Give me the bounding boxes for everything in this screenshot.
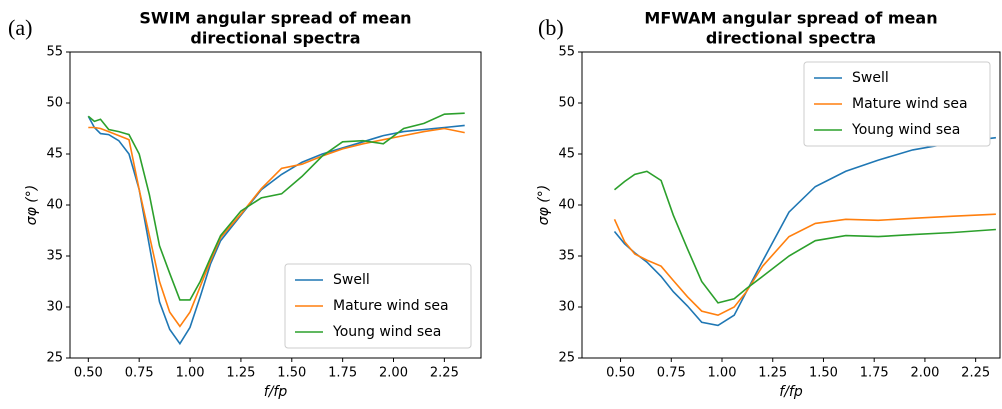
- x-axis-label: f/fp: [264, 384, 288, 400]
- y-tick-label: 35: [46, 249, 63, 264]
- series-line: [87, 112, 465, 301]
- x-tick-label: 0.50: [606, 366, 635, 381]
- legend-label: Mature wind sea: [852, 96, 968, 112]
- panel-label: (a): [8, 15, 32, 40]
- x-tick-label: 1.75: [328, 366, 357, 381]
- y-axis-label: σφ (°): [24, 185, 40, 225]
- x-tick-label: 1.25: [758, 366, 787, 381]
- y-tick-label: 55: [558, 45, 575, 60]
- x-tick-label: 2.25: [430, 366, 459, 381]
- series-line: [613, 170, 996, 304]
- legend-label: Young wind sea: [851, 122, 960, 138]
- legend-label: Swell: [333, 272, 370, 288]
- series-line: [87, 115, 465, 346]
- legend-label: Swell: [852, 70, 889, 86]
- x-tick-label: 1.50: [277, 366, 306, 381]
- x-tick-label: 2.25: [961, 366, 990, 381]
- y-tick-label: 35: [558, 249, 575, 264]
- x-tick-label: 1.25: [226, 366, 255, 381]
- x-tick-label: 1.00: [176, 366, 205, 381]
- x-tick-label: 0.75: [125, 366, 154, 381]
- y-tick-label: 30: [46, 300, 63, 315]
- chart-title: directional spectra: [190, 29, 360, 48]
- x-tick-label: 2.00: [379, 366, 408, 381]
- x-tick-label: 1.50: [809, 366, 838, 381]
- y-tick-label: 25: [46, 351, 63, 366]
- y-tick-label: 55: [46, 45, 63, 60]
- chart-title: SWIM angular spread of mean: [139, 9, 411, 28]
- y-tick-label: 45: [46, 147, 63, 162]
- series-line: [613, 213, 996, 317]
- x-tick-label: 1.75: [860, 366, 889, 381]
- y-tick-label: 30: [558, 300, 575, 315]
- y-tick-label: 25: [558, 351, 575, 366]
- x-tick-label: 2.00: [910, 366, 939, 381]
- series-line: [613, 136, 996, 327]
- series-line: [88, 126, 465, 328]
- y-tick-label: 45: [558, 147, 575, 162]
- chart-title: MFWAM angular spread of mean: [644, 9, 937, 28]
- x-tick-label: 1.00: [708, 366, 737, 381]
- legend-label: Young wind sea: [332, 324, 441, 340]
- y-tick-label: 40: [46, 198, 63, 213]
- y-tick-label: 50: [46, 96, 63, 111]
- x-tick-label: 0.50: [74, 366, 103, 381]
- legend-box: [803, 61, 991, 147]
- x-tick-label: 0.75: [657, 366, 686, 381]
- y-tick-label: 40: [558, 198, 575, 213]
- chart-title: directional spectra: [706, 29, 876, 48]
- legend-label: Mature wind sea: [333, 298, 449, 314]
- y-axis-label: σφ (°): [536, 185, 552, 225]
- x-axis-label: f/fp: [779, 384, 803, 400]
- legend-box: [284, 263, 472, 349]
- y-tick-label: 50: [558, 96, 575, 111]
- panel-label: (b): [538, 15, 564, 40]
